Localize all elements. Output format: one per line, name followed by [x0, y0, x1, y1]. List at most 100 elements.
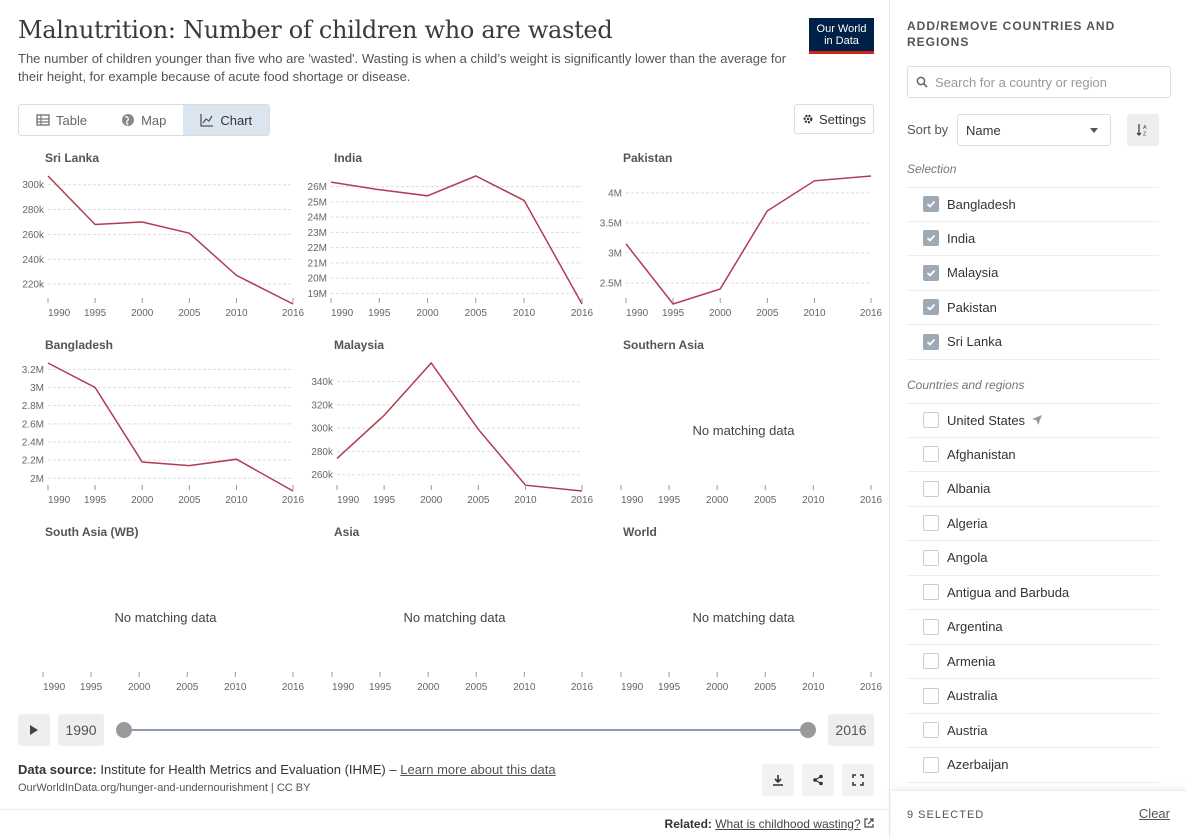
entity-row[interactable]: Australia — [907, 679, 1159, 714]
sort-select[interactable]: Name — [957, 114, 1111, 146]
entity-row[interactable]: Angola — [907, 541, 1159, 576]
selection-label: Selection — [907, 162, 957, 176]
x-tick-label: 1990 — [48, 308, 71, 319]
x-tick-label: 1990 — [621, 682, 644, 693]
checkbox[interactable] — [923, 653, 939, 670]
settings-button[interactable]: Settings — [794, 104, 874, 134]
entity-row[interactable]: India — [907, 222, 1159, 256]
checkbox[interactable] — [923, 264, 939, 281]
search-input[interactable]: Search for a country or region — [935, 74, 1107, 90]
x-tick-label: 2016 — [282, 682, 305, 693]
timeline: 1990 2016 — [18, 714, 874, 746]
entity-row[interactable]: Malaysia — [907, 256, 1159, 291]
y-tick-label: 3.2M — [22, 365, 44, 376]
gear-icon — [803, 114, 813, 124]
x-tick-label: 2000 — [706, 495, 729, 506]
entity-row[interactable]: United States — [907, 403, 1159, 438]
entity-row[interactable]: Armenia — [907, 645, 1159, 679]
entity-name: Armenia — [947, 653, 996, 669]
fullscreen-button[interactable] — [842, 764, 874, 796]
checkbox[interactable] — [923, 687, 939, 704]
entity-row[interactable]: Algeria — [907, 507, 1159, 541]
timeline-end-year[interactable]: 2016 — [828, 714, 874, 746]
entity-name: Antigua and Barbuda — [947, 584, 1070, 600]
checkbox[interactable] — [923, 584, 939, 601]
entity-row[interactable]: Austria — [907, 714, 1159, 748]
y-tick-label: 260k — [22, 230, 45, 241]
x-tick-label: 2005 — [465, 682, 488, 693]
y-tick-label: 340k — [311, 377, 334, 388]
entity-row[interactable]: Sri Lanka — [907, 325, 1159, 360]
tab-chart[interactable]: Chart — [183, 105, 270, 135]
checkbox[interactable] — [923, 480, 939, 497]
check-icon — [926, 201, 936, 209]
panel-title: South Asia (WB) — [45, 525, 139, 539]
checkbox[interactable] — [923, 722, 939, 739]
chevron-down-icon — [1090, 128, 1098, 133]
y-tick-label: 20M — [308, 274, 327, 285]
panel-title: Bangladesh — [45, 338, 113, 352]
checkbox[interactable] — [923, 756, 939, 773]
clear-button[interactable]: Clear — [1138, 806, 1170, 821]
check-icon — [926, 269, 936, 277]
share-icon — [813, 774, 823, 786]
checkbox[interactable] — [923, 196, 939, 213]
timeline-start-year[interactable]: 1990 — [58, 714, 104, 746]
tab-map[interactable]: Map — [104, 105, 183, 135]
entity-row[interactable]: Argentina — [907, 610, 1159, 645]
x-tick-label: 2005 — [178, 308, 201, 319]
tab-table[interactable]: Table — [19, 105, 104, 135]
search-box[interactable]: Search for a country or region — [907, 66, 1171, 98]
y-tick-label: 260k — [311, 470, 334, 481]
play-icon — [30, 725, 38, 735]
y-tick-label: 25M — [308, 197, 327, 208]
owid-logo[interactable]: Our World in Data — [809, 18, 874, 54]
source-url[interactable]: OurWorldInData.org/hunger-and-undernouri… — [18, 782, 311, 794]
checkbox[interactable] — [923, 412, 939, 429]
data-source: Data source: Institute for Health Metric… — [18, 762, 556, 777]
check-icon — [926, 338, 936, 346]
checkbox[interactable] — [923, 618, 939, 635]
timeline-start-handle[interactable] — [116, 722, 132, 738]
checkbox[interactable] — [923, 515, 939, 532]
related-link[interactable]: What is childhood wasting? — [715, 817, 861, 831]
timeline-end-handle[interactable] — [800, 722, 816, 738]
entity-name: Australia — [947, 688, 998, 704]
entity-row[interactable]: Azerbaijan — [907, 748, 1159, 783]
panel-title: Pakistan — [623, 151, 672, 165]
x-tick-label: 2010 — [803, 308, 826, 319]
checkbox[interactable] — [923, 549, 939, 566]
entity-row[interactable]: Antigua and Barbuda — [907, 576, 1159, 610]
x-tick-label: 2010 — [802, 682, 825, 693]
selected-count: 9 SELECTED — [907, 809, 985, 821]
y-tick-label: 280k — [311, 447, 334, 458]
x-tick-label: 2005 — [176, 682, 199, 693]
share-button[interactable] — [802, 764, 834, 796]
x-tick-label: 2016 — [282, 308, 305, 319]
tab-chart-label: Chart — [220, 112, 253, 128]
checkbox[interactable] — [923, 230, 939, 247]
timeline-track[interactable] — [124, 729, 808, 731]
checkbox[interactable] — [923, 299, 939, 316]
x-tick-label: 2000 — [417, 682, 440, 693]
x-tick-label: 2016 — [282, 495, 305, 506]
entity-row[interactable]: Afghanistan — [907, 438, 1159, 472]
checkbox[interactable] — [923, 446, 939, 463]
download-button[interactable] — [762, 764, 794, 796]
y-tick-label: 23M — [308, 228, 327, 239]
panel-title: Sri Lanka — [45, 151, 99, 165]
svg-text:Z: Z — [1143, 132, 1147, 138]
checkbox[interactable] — [923, 333, 939, 350]
entity-row[interactable]: Pakistan — [907, 291, 1159, 325]
x-tick-label: 2005 — [178, 495, 201, 506]
x-tick-label: 1995 — [373, 495, 396, 506]
y-tick-label: 2.5M — [600, 278, 622, 289]
data-source-text: Institute for Health Metrics and Evaluat… — [100, 762, 397, 777]
play-button[interactable] — [18, 714, 50, 746]
entity-row[interactable]: Bangladesh — [907, 187, 1159, 222]
y-tick-label: 300k — [22, 180, 45, 191]
x-tick-label: 2010 — [802, 495, 825, 506]
entity-row[interactable]: Albania — [907, 472, 1159, 507]
learn-more-link[interactable]: Learn more about this data — [400, 762, 556, 777]
